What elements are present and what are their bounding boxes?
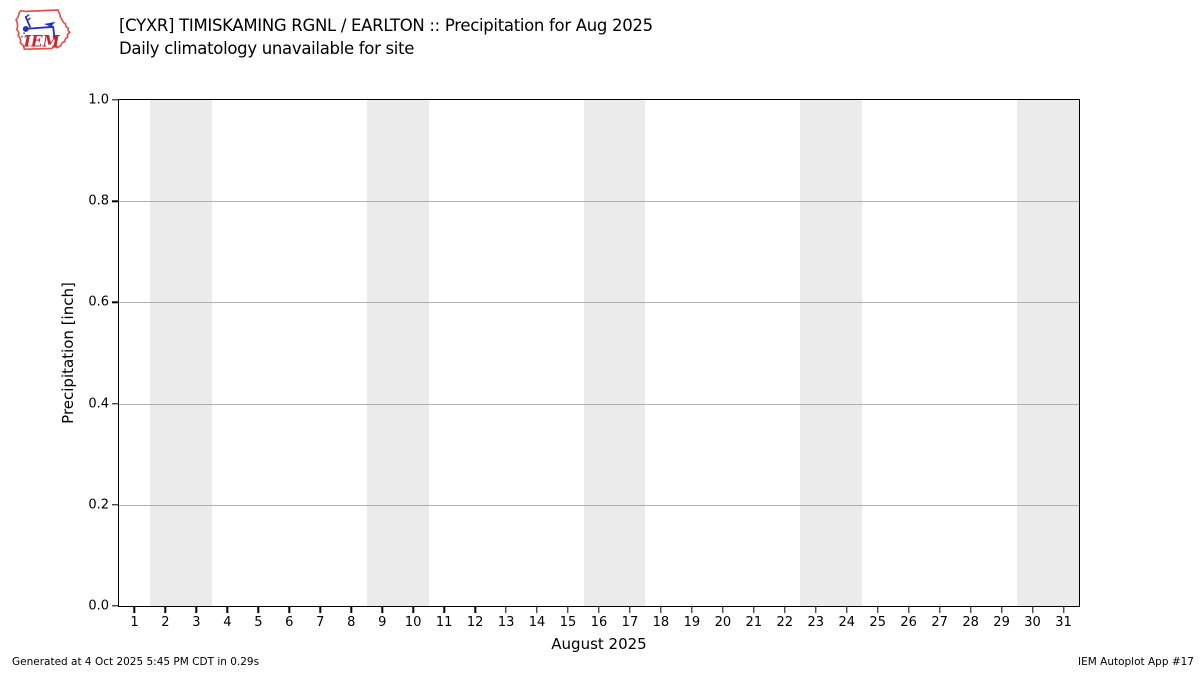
chart-subtitle: Daily climatology unavailable for site	[119, 38, 415, 58]
y-axis-tick	[112, 402, 118, 405]
x-axis-tick-label: 13	[497, 615, 515, 630]
chart-header: [CYXR] TIMISKAMING RGNL / EARLTON :: Pre…	[119, 15, 653, 60]
horizontal-gridline	[119, 403, 1079, 405]
x-axis-tick	[133, 607, 136, 613]
weekend-shading-band	[149, 100, 212, 606]
x-axis-tick	[226, 607, 229, 613]
x-axis-tick-label: 1	[130, 615, 139, 630]
x-axis-tick	[598, 607, 600, 613]
y-axis-tick	[112, 99, 118, 101]
x-axis-tick	[753, 607, 755, 613]
x-axis-tick-label: 10	[404, 615, 422, 630]
x-axis-tick-label: 17	[621, 615, 639, 630]
generated-timestamp: Generated at 4 Oct 2025 5:45 PM CDT in 0…	[12, 656, 260, 668]
x-axis-tick-label: 15	[559, 615, 577, 630]
horizontal-gridline	[119, 201, 1079, 203]
autoplot-app-credit: IEM Autoplot App #17	[1078, 656, 1194, 668]
x-axis-tick-label: 2	[161, 615, 170, 630]
x-axis-tick	[567, 607, 569, 613]
y-axis-tick-label: 0.8	[88, 193, 109, 209]
x-axis-tick-label: 22	[776, 615, 794, 630]
x-axis-tick	[907, 607, 910, 613]
x-axis-tick	[815, 607, 817, 613]
weekend-shading-band	[583, 100, 646, 606]
iowa-outline-icon	[15, 9, 71, 51]
x-axis-tick	[629, 607, 631, 613]
x-axis-tick	[195, 607, 198, 613]
y-axis-label: Precipitation [inch]	[59, 282, 77, 424]
iem-logo: IEM	[15, 9, 71, 51]
y-axis-tick	[112, 504, 118, 506]
x-axis-tick-label: 26	[900, 615, 917, 630]
x-axis-tick	[288, 607, 291, 613]
x-axis-tick-label: 16	[590, 615, 608, 630]
x-axis-tick-label: 23	[807, 615, 825, 630]
weather-vane-icon	[20, 14, 58, 41]
x-axis-tick-label: 4	[223, 615, 232, 630]
x-axis-tick	[350, 607, 352, 613]
y-axis-tick-label: 1.0	[88, 92, 109, 108]
x-axis-tick-label: 9	[378, 615, 387, 630]
y-axis-tick	[112, 200, 118, 202]
y-axis-tick-label: 0.4	[88, 396, 109, 412]
x-axis-tick-label: 19	[683, 615, 701, 630]
x-axis-tick	[1062, 607, 1065, 613]
x-axis-tick-label: 18	[652, 615, 670, 630]
x-axis-tick-label: 8	[347, 615, 356, 630]
y-axis-tick-label: 0.6	[88, 294, 109, 310]
logo-iem-text: IEM	[23, 32, 61, 50]
x-axis-tick-label: 6	[285, 615, 294, 630]
weekend-shading-band	[1017, 100, 1079, 606]
x-axis-tick	[164, 607, 167, 613]
x-axis-tick	[846, 607, 848, 613]
weekend-shading-band	[366, 100, 429, 606]
x-axis-tick	[1031, 607, 1034, 613]
x-axis-tick-label: 29	[993, 615, 1010, 630]
x-axis-tick-label: 14	[528, 615, 546, 630]
x-axis-tick-label: 20	[714, 615, 732, 630]
x-axis-tick	[505, 607, 507, 613]
x-axis-tick	[536, 607, 538, 613]
y-axis-tick-label: 0.2	[88, 497, 109, 513]
x-axis-tick	[257, 607, 260, 613]
x-axis-tick-label: 7	[316, 615, 325, 630]
x-axis-tick	[660, 607, 662, 613]
x-axis-tick	[474, 607, 476, 613]
x-axis-tick-label: 3	[192, 615, 201, 630]
chart-title: [CYXR] TIMISKAMING RGNL / EARLTON :: Pre…	[119, 16, 653, 35]
x-axis-tick-label: 27	[931, 615, 948, 630]
x-axis-tick-label: 5	[254, 615, 263, 630]
x-axis-tick	[969, 607, 972, 613]
x-axis-tick	[1000, 607, 1003, 613]
x-axis-tick	[691, 607, 693, 613]
x-axis-tick	[319, 607, 321, 613]
x-axis-tick-label: 30	[1024, 615, 1041, 630]
x-axis-tick	[938, 607, 941, 613]
x-axis-label: August 2025	[551, 635, 647, 653]
x-axis-tick-label: 21	[745, 615, 763, 630]
x-axis-tick-label: 28	[962, 615, 979, 630]
weekend-shading-band	[800, 100, 863, 606]
x-axis-tick-label: 11	[435, 615, 453, 630]
horizontal-gridline	[119, 302, 1079, 304]
x-axis-tick	[784, 607, 786, 613]
x-axis-tick-label: 31	[1055, 615, 1072, 630]
horizontal-gridline	[119, 504, 1079, 506]
x-axis-tick-label: 25	[869, 615, 886, 630]
precipitation-plot-area: Precipitation [inch] August 2025 0.0 0.2 0…	[59, 93, 1080, 653]
x-axis-tick	[722, 607, 724, 613]
x-axis-tick	[412, 607, 414, 613]
x-axis-tick-label: 12	[466, 615, 484, 630]
x-axis-tick-label: 24	[838, 615, 856, 630]
y-axis-tick	[112, 605, 118, 607]
x-axis-tick	[877, 607, 879, 613]
y-axis-tick-label: 0.0	[88, 598, 109, 614]
x-axis-tick	[381, 607, 383, 613]
y-axis-tick	[112, 301, 118, 304]
x-axis-tick	[443, 607, 445, 613]
